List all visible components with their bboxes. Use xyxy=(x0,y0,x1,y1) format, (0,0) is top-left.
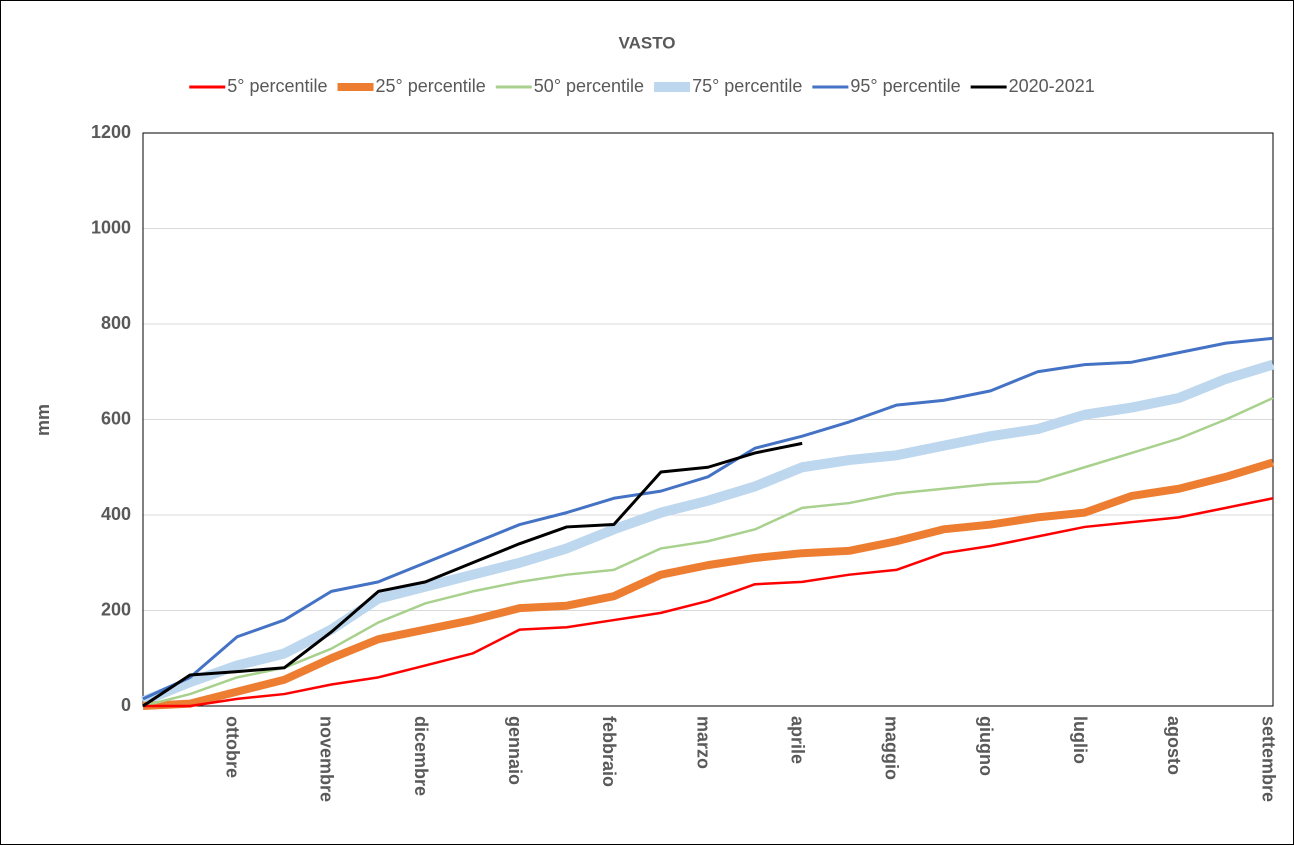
y-tick-label: 400 xyxy=(101,504,131,524)
series-line xyxy=(142,336,1274,701)
x-tick-label: dicembre xyxy=(411,716,431,796)
y-tick-label: 0 xyxy=(121,695,131,715)
x-tick-label: marzo xyxy=(693,716,713,769)
x-tick-label: luglio xyxy=(1070,716,1090,764)
y-axis-label: mm xyxy=(33,404,53,436)
x-tick-label: agosto xyxy=(1164,716,1184,775)
series-line xyxy=(142,458,1275,710)
legend-label: 2020-2021 xyxy=(1009,76,1095,96)
y-tick-label: 800 xyxy=(101,313,131,333)
legend-label: 95° percentile xyxy=(850,76,960,96)
series-line xyxy=(142,441,803,708)
legend-label: 25° percentile xyxy=(376,76,486,96)
series-line xyxy=(143,497,1274,708)
series-line xyxy=(142,396,1274,708)
x-tick-label: gennaio xyxy=(505,716,525,785)
x-tick-label: giugno xyxy=(976,716,996,776)
x-tick-label: ottobre xyxy=(222,716,242,778)
y-tick-label: 1200 xyxy=(91,122,131,142)
plot-frame xyxy=(142,132,1274,707)
y-tick-label: 1000 xyxy=(91,217,131,237)
series-line xyxy=(141,359,1275,706)
x-tick-label: novembre xyxy=(317,716,337,802)
legend-label: 50° percentile xyxy=(534,76,644,96)
x-tick-label: febbraio xyxy=(599,716,619,787)
y-tick-label: 200 xyxy=(101,599,131,619)
x-tick-label: aprile xyxy=(787,716,807,764)
y-tick-label: 600 xyxy=(101,408,131,428)
legend-label: 5° percentile xyxy=(227,76,327,96)
chart-title: VASTO xyxy=(619,33,676,52)
x-tick-label: settembre xyxy=(1258,716,1278,802)
x-tick-label: maggio xyxy=(882,716,902,780)
legend-label: 75° percentile xyxy=(692,76,802,96)
